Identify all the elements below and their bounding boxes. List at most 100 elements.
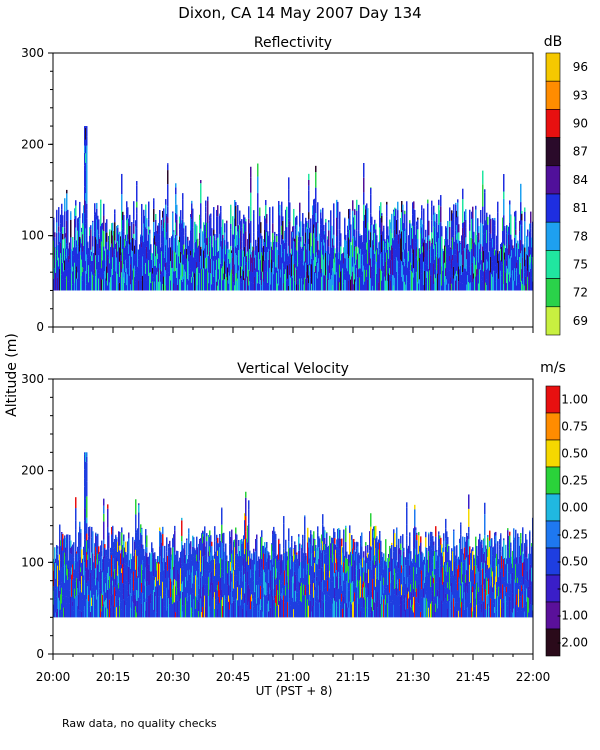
heatmap-cell [216,259,218,282]
heatmap-cell [241,227,243,236]
heatmap-cell [154,611,156,618]
heatmap-cells [53,126,534,291]
heatmap-cell [439,257,441,280]
heatmap-cell [295,261,297,268]
heatmap-cell [121,549,123,569]
heatmap-cell [483,234,485,251]
heatmap-cell [474,273,476,291]
heatmap-cell [277,605,279,618]
heatmap-cell [254,552,256,554]
heatmap-cell [53,558,55,564]
heatmap-cell [475,256,477,265]
heatmap-cell [245,491,247,498]
heatmap-cell [256,534,258,540]
heatmap-cell [361,264,363,276]
heatmap-cell [518,283,520,291]
heatmap-cell [214,541,216,554]
heatmap-cell [268,611,270,618]
heatmap-cell [246,561,248,579]
heatmap-cell [391,557,393,581]
heatmap-cell [95,585,97,595]
heatmap-cell [394,594,396,611]
heatmap-cell [370,561,372,567]
heatmap-cell [209,530,211,537]
heatmap-cell [427,564,429,576]
heatmap-cell [315,221,317,239]
heatmap-cell [102,251,104,261]
heatmap-cell [295,601,297,618]
heatmap-cell [57,245,59,251]
heatmap-cell [322,225,324,239]
heatmap-cell [268,582,270,601]
heatmap-cell [316,261,318,277]
heatmap-cell [59,554,61,571]
heatmap-cell [338,528,340,539]
heatmap-cell [196,541,198,555]
heatmap-cell [423,242,425,262]
heatmap-cell [379,282,381,291]
heatmap-cell [255,538,257,552]
heatmap-cell [490,272,492,285]
heatmap-cell [85,228,87,239]
heatmap-cell [157,258,159,272]
heatmap-cell [370,258,372,279]
heatmap-cell [87,580,89,587]
heatmap-cell [238,586,240,606]
heatmap-cell [71,254,73,274]
heatmap-cell [431,536,433,549]
heatmap-cell [149,263,151,273]
heatmap-cell [159,270,161,291]
heatmap-cell [370,526,372,547]
heatmap-cell [318,249,320,259]
heatmap-cell [76,551,78,554]
heatmap-cell [318,271,320,291]
heatmap-cell [355,568,357,576]
heatmap-cell [250,166,252,178]
heatmap-cell [405,565,407,584]
heatmap-cell [268,235,270,238]
heatmap-cell [59,250,61,270]
heatmap-cell [248,564,250,573]
heatmap-cell [240,577,242,595]
heatmap-cell [376,557,378,567]
heatmap-cell [225,254,227,274]
heatmap-cell [115,569,117,586]
heatmap-cell [231,252,233,270]
heatmap-cell [84,562,86,581]
heatmap-cell [129,560,131,567]
heatmap-cell [365,233,367,254]
heatmap-cell [106,549,108,556]
heatmap-cell [167,267,169,291]
heatmap-cell [164,276,166,291]
heatmap-cell [60,273,62,291]
heatmap-cell [333,258,335,272]
heatmap-cell [309,605,311,618]
heatmap-cell [167,570,169,588]
heatmap-cell [205,577,207,585]
heatmap-cell [420,554,422,570]
heatmap-cell [377,542,379,557]
heatmap-cell [138,503,140,505]
heatmap-cell [314,253,316,272]
heatmap-cell [442,270,444,291]
heatmap-cell [192,208,194,228]
heatmap-cell [114,213,116,223]
heatmap-cell [170,547,172,558]
heatmap-cell [289,238,291,254]
heatmap-cell [183,264,185,280]
heatmap-cell [506,225,508,234]
heatmap-cell [180,262,182,276]
heatmap-cell [340,233,342,247]
heatmap-cell [365,545,367,561]
heatmap-cell [265,551,267,567]
heatmap-cell [261,537,263,559]
heatmap-cell [284,232,286,243]
heatmap-cell [137,528,139,536]
heatmap-cell [322,550,324,568]
heatmap-cell [372,610,374,618]
heatmap-cell [171,598,173,618]
heatmap-cell [178,595,180,611]
heatmap-cell [230,204,232,224]
heatmap-cell [283,243,285,250]
heatmap-cell [167,206,169,218]
